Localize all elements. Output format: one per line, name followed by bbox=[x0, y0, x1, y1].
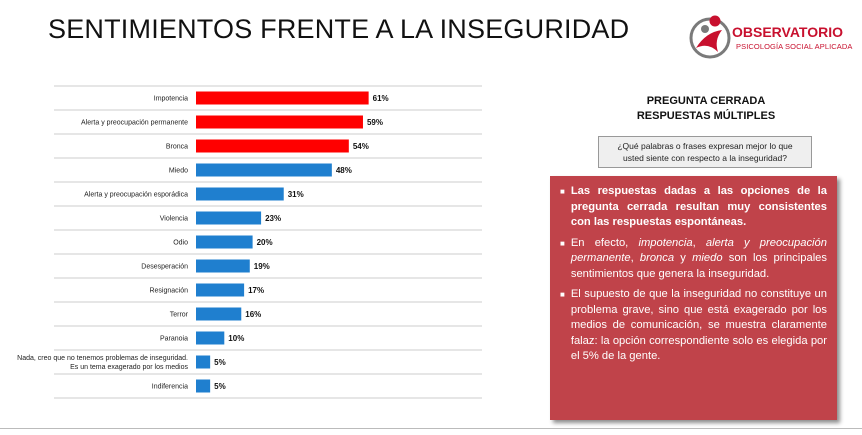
value-label: 61% bbox=[373, 94, 389, 103]
category-label: Indiferencia bbox=[152, 384, 188, 391]
value-label: 5% bbox=[214, 358, 226, 367]
value-label: 20% bbox=[257, 238, 273, 247]
bar bbox=[196, 187, 284, 201]
category-label: Impotencia bbox=[154, 96, 188, 103]
category-label: Es un tema exagerado por los medios bbox=[70, 364, 188, 371]
bar bbox=[196, 283, 245, 297]
value-label: 17% bbox=[248, 286, 264, 295]
category-label: Violencia bbox=[160, 216, 188, 223]
question-heading: PREGUNTA CERRADA RESPUESTAS MÚLTIPLES bbox=[600, 94, 812, 124]
bar bbox=[196, 379, 211, 393]
page-title: SENTIMIENTOS FRENTE A LA INSEGURIDAD bbox=[48, 14, 630, 44]
observatorio-logo: OBSERVATORIO PSICOLOGÍA SOCIAL APLICADA bbox=[688, 12, 853, 64]
finding-text-3: El supuesto de que la inseguridad no con… bbox=[570, 288, 827, 362]
finding-bullet-1: ■ Las respuestas dadas a las opciones de… bbox=[560, 184, 827, 231]
category-label: Desesperación bbox=[141, 264, 188, 271]
value-label: 10% bbox=[228, 334, 244, 343]
bar bbox=[196, 139, 349, 153]
finding-bullet-2: ■ En efecto, impotencia, alerta y preocu… bbox=[560, 236, 827, 283]
bar bbox=[196, 307, 242, 321]
sentiment-bar-chart: 61% Impotencia 59% Alerta y preocupación pe… bbox=[17, 85, 482, 399]
findings-box: ■ Las respuestas dadas a las opciones de… bbox=[550, 176, 837, 420]
category-label: Alerta y preocupación esporádica bbox=[84, 192, 188, 199]
category-label: Odio bbox=[173, 240, 188, 247]
observatorio-logo-icon bbox=[689, 15, 731, 59]
category-label: Resignación bbox=[149, 288, 188, 295]
logo-subtitle: PSICOLOGÍA SOCIAL APLICADA bbox=[736, 42, 853, 51]
value-label: 5% bbox=[214, 382, 226, 391]
bullet-square-icon: ■ bbox=[560, 187, 565, 196]
bar bbox=[196, 115, 363, 129]
value-label: 16% bbox=[245, 310, 261, 319]
bar bbox=[196, 259, 250, 273]
value-label: 59% bbox=[367, 118, 383, 127]
bullet-square-icon: ■ bbox=[560, 238, 565, 248]
category-label: Nada, creo que no tenemos problemas de i… bbox=[17, 355, 188, 362]
question-prompt-line2: usted siente con respecto a la insegurid… bbox=[623, 153, 787, 163]
bottom-divider bbox=[0, 428, 862, 429]
finding-text-1: Las respuestas dadas a las opciones de l… bbox=[570, 185, 827, 228]
value-label: 54% bbox=[353, 142, 369, 151]
category-label: Alerta y preocupación permanente bbox=[81, 120, 188, 127]
bar bbox=[196, 163, 332, 177]
bar bbox=[196, 91, 369, 105]
category-label: Terror bbox=[170, 312, 189, 319]
question-heading-line1: PREGUNTA CERRADA bbox=[646, 95, 766, 107]
question-prompt-box: ¿Qué palabras o frases expresan mejor lo… bbox=[598, 136, 812, 168]
finding-bullet-3: ■ El supuesto de que la inseguridad no c… bbox=[560, 287, 827, 365]
bar bbox=[196, 235, 253, 249]
category-label: Miedo bbox=[169, 168, 188, 175]
value-label: 31% bbox=[288, 190, 304, 199]
bullet-square-icon: ■ bbox=[560, 290, 565, 299]
question-heading-line2: RESPUESTAS MÚLTIPLES bbox=[636, 110, 776, 122]
bar bbox=[196, 331, 225, 345]
bar bbox=[196, 355, 211, 369]
category-label: Paranoia bbox=[160, 336, 188, 343]
bar bbox=[196, 211, 262, 225]
value-label: 48% bbox=[336, 166, 352, 175]
question-prompt-line1: ¿Qué palabras o frases expresan mejor lo… bbox=[617, 141, 793, 151]
logo-name: OBSERVATORIO bbox=[732, 24, 843, 40]
category-label: Bronca bbox=[166, 144, 188, 151]
value-label: 23% bbox=[265, 214, 281, 223]
value-label: 19% bbox=[254, 262, 270, 271]
finding-text-2: En efecto, impotencia, alerta y preocupa… bbox=[570, 236, 827, 280]
